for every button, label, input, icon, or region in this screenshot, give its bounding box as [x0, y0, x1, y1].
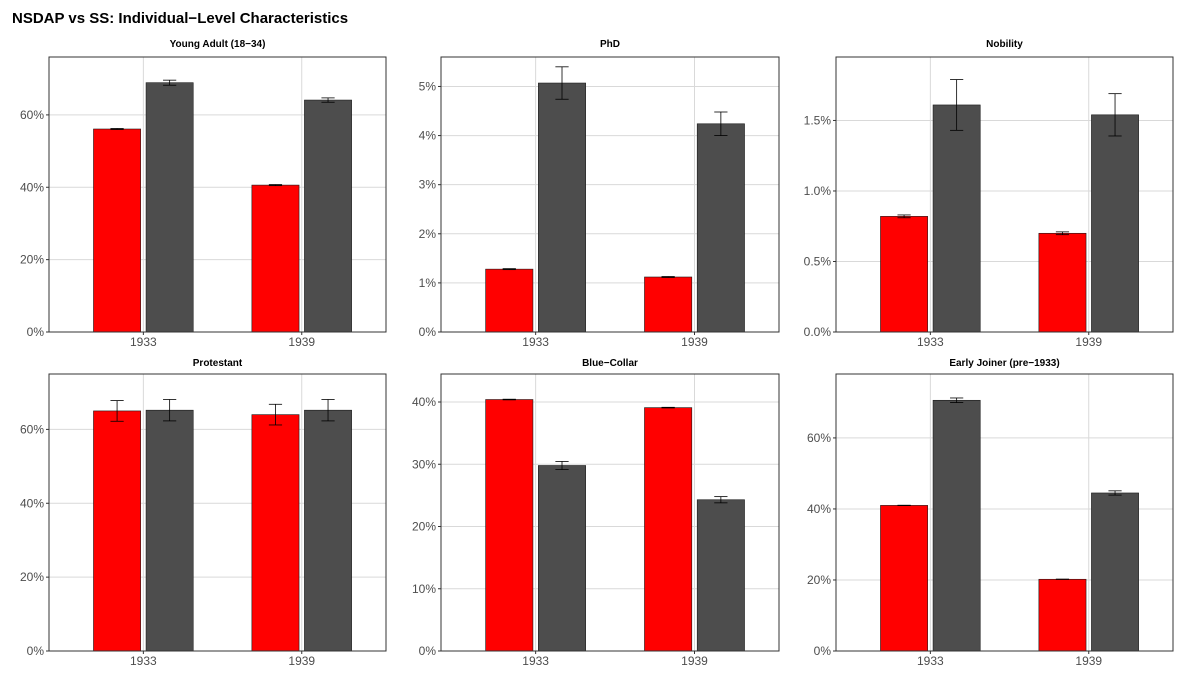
- bar: [932, 399, 981, 652]
- x-tick-label: 1933: [522, 654, 549, 668]
- x-tick-label: 1933: [130, 654, 157, 668]
- x-tick-label: 1939: [681, 654, 708, 668]
- y-tick-label: 0%: [27, 644, 45, 658]
- x-tick-label: 1939: [1075, 654, 1102, 668]
- bar: [932, 104, 981, 333]
- chart-panel: Young Adult (18−34) 1933 1939 0% 20% 40% 60%: [20, 39, 387, 349]
- bar: [304, 99, 352, 333]
- bar: [1091, 492, 1139, 652]
- bar: [1038, 232, 1087, 333]
- y-tick-label: 4%: [419, 129, 437, 143]
- x-tick-label: 1939: [1075, 335, 1102, 349]
- y-tick-label: 40%: [20, 180, 44, 194]
- y-tick-label: 60%: [807, 431, 831, 445]
- y-tick-label: 3%: [419, 178, 437, 192]
- chart-panel: Nobility 1933 1939 0.0% 0.5% 1.0% 1.5%: [804, 39, 1174, 349]
- chart-panel: Protestant 1933 1939 0% 20% 40% 60%: [20, 358, 387, 668]
- y-tick-label: 60%: [20, 422, 44, 436]
- y-tick-label: 20%: [412, 520, 436, 534]
- chart-main-title: NSDAP vs SS: Individual−Level Characteri…: [12, 10, 349, 27]
- y-tick-label: 0%: [27, 325, 45, 339]
- chart-panel: PhD 1933 1939 0% 1% 2% 3% 4% 5%: [419, 39, 780, 349]
- bar: [1091, 114, 1139, 333]
- bar: [145, 82, 194, 333]
- bar: [538, 82, 586, 333]
- y-tick-label: 40%: [20, 496, 44, 510]
- bar: [644, 407, 693, 652]
- panel-title: Nobility: [986, 39, 1023, 50]
- panel-title: Early Joiner (pre−1933): [949, 358, 1059, 369]
- y-tick-label: 20%: [20, 570, 44, 584]
- bar: [304, 409, 352, 652]
- panel-border: [48, 56, 387, 333]
- bar: [93, 128, 141, 333]
- x-tick-label: 1933: [522, 335, 549, 349]
- bar: [696, 499, 745, 652]
- y-tick-label: 1.5%: [804, 113, 832, 127]
- y-tick-label: 10%: [412, 582, 436, 596]
- bar: [485, 399, 534, 652]
- y-tick-label: 40%: [807, 502, 831, 516]
- y-tick-label: 40%: [412, 395, 436, 409]
- bar: [696, 123, 745, 333]
- chart-panel: Blue−Collar 1933 1939 0% 10% 20% 30% 40%: [412, 358, 780, 668]
- bar: [644, 276, 693, 333]
- y-tick-label: 5%: [419, 79, 437, 93]
- y-tick-label: 1.0%: [804, 184, 832, 198]
- x-tick-label: 1939: [288, 654, 315, 668]
- y-tick-label: 0%: [419, 644, 437, 658]
- y-tick-label: 0.5%: [804, 254, 832, 268]
- y-tick-label: 0.0%: [804, 325, 832, 339]
- bar: [485, 268, 534, 333]
- x-tick-label: 1933: [917, 335, 944, 349]
- y-tick-label: 0%: [419, 325, 437, 339]
- bar: [538, 465, 586, 652]
- y-tick-label: 60%: [20, 108, 44, 122]
- panel-border: [835, 56, 1174, 333]
- x-tick-label: 1939: [288, 335, 315, 349]
- bar: [251, 414, 300, 652]
- x-tick-label: 1933: [130, 335, 157, 349]
- y-tick-label: 20%: [807, 573, 831, 587]
- bar: [1038, 578, 1087, 652]
- y-tick-label: 0%: [814, 644, 832, 658]
- y-tick-label: 30%: [412, 457, 436, 471]
- panel-title: PhD: [600, 39, 620, 50]
- panel-title: Protestant: [193, 358, 243, 369]
- bar: [145, 409, 194, 652]
- y-tick-label: 20%: [20, 253, 44, 267]
- panel-border: [835, 373, 1174, 652]
- bar: [880, 216, 928, 333]
- panel-border: [440, 373, 780, 652]
- bar: [93, 410, 141, 652]
- x-tick-label: 1939: [681, 335, 708, 349]
- panel-border: [48, 373, 387, 652]
- panel-border: [440, 56, 780, 333]
- panel-title: Young Adult (18−34): [170, 39, 266, 50]
- y-tick-label: 2%: [419, 227, 437, 241]
- bar: [251, 184, 300, 333]
- bar: [880, 505, 928, 652]
- y-tick-label: 1%: [419, 276, 437, 290]
- chart-panel: Early Joiner (pre−1933) 1933 1939 0% 20% 40% 6…: [807, 358, 1174, 668]
- x-tick-label: 1933: [917, 654, 944, 668]
- panel-title: Blue−Collar: [582, 358, 638, 369]
